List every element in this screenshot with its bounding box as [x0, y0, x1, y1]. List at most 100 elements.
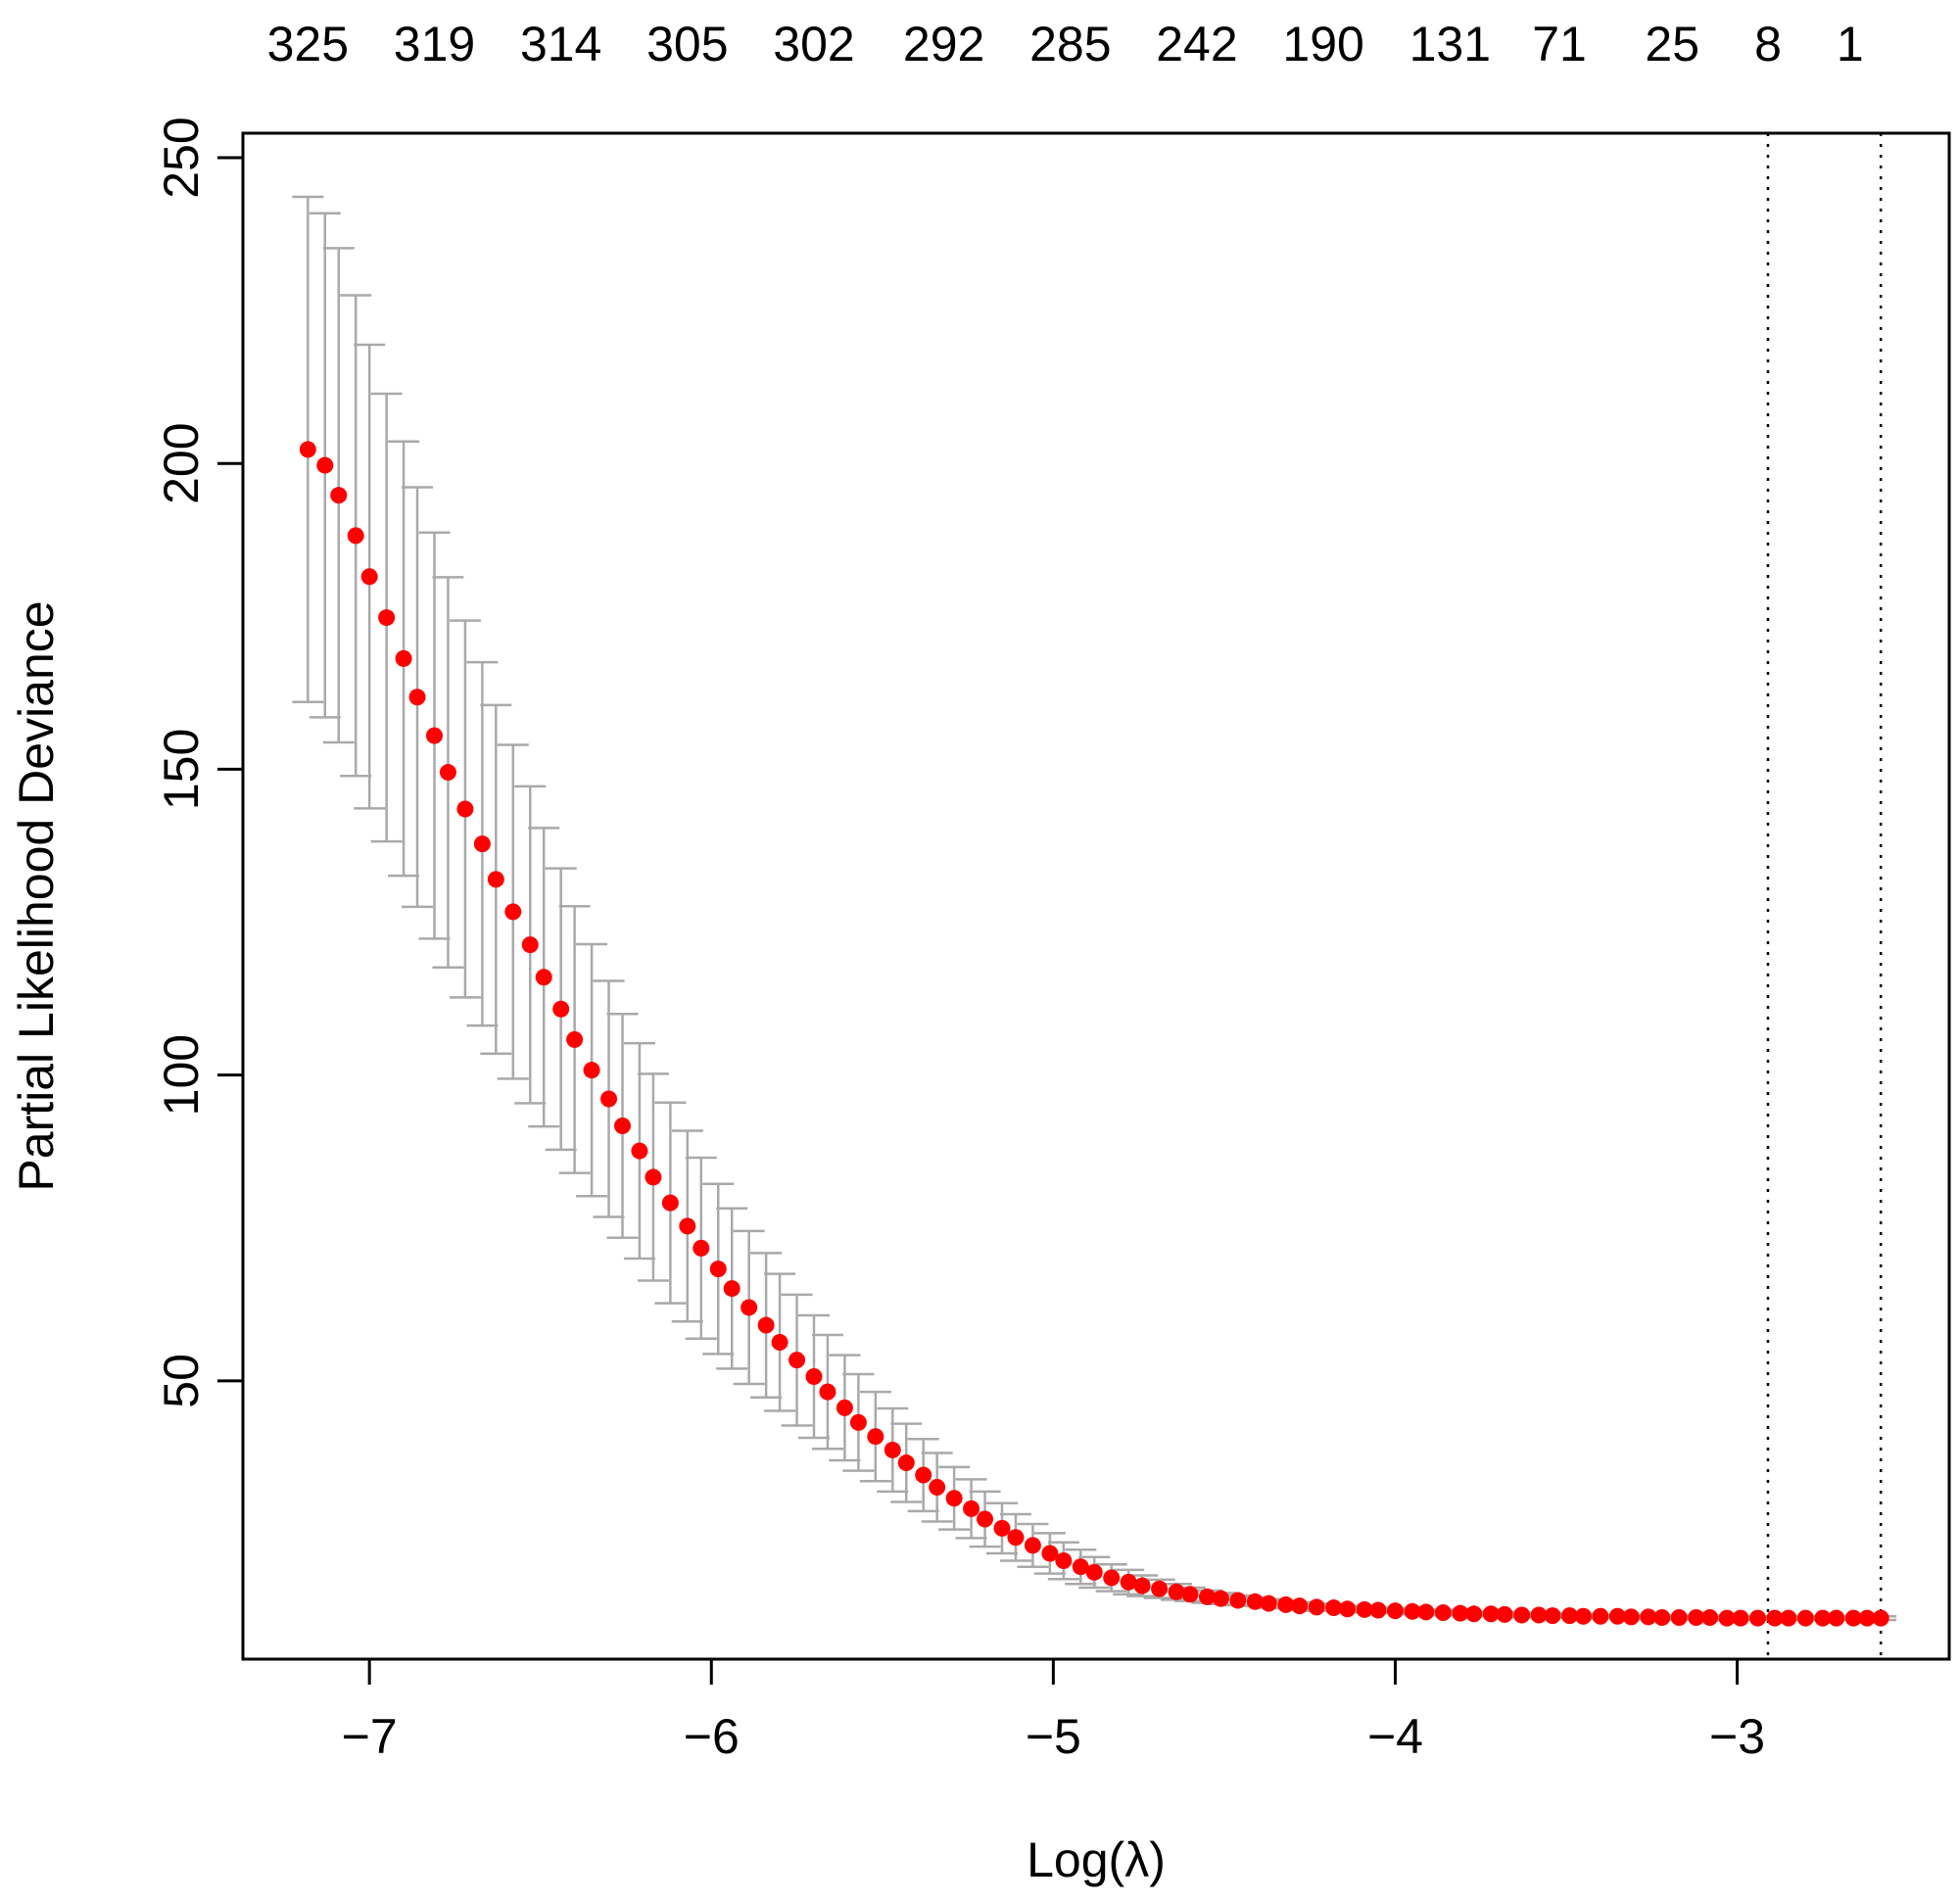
- data-point: [330, 487, 348, 504]
- data-point: [1168, 1583, 1185, 1600]
- data-point: [1308, 1598, 1325, 1616]
- data-point: [723, 1280, 741, 1298]
- data-point: [566, 1030, 584, 1048]
- y-axis: 50 100 150 200 250: [154, 117, 245, 1408]
- data-point: [1828, 1609, 1845, 1627]
- data-point: [963, 1499, 980, 1517]
- data-point: [884, 1441, 901, 1458]
- data-point: [408, 689, 426, 706]
- top-axis-label: 305: [646, 17, 728, 71]
- data-point: [819, 1383, 836, 1401]
- top-axis-label: 71: [1532, 17, 1587, 71]
- data-point: [1513, 1606, 1531, 1624]
- data-point: [1796, 1609, 1814, 1627]
- x-tick-label: −3: [1709, 1709, 1765, 1764]
- data-point: [867, 1428, 884, 1446]
- data-point: [1640, 1608, 1657, 1626]
- data-point: [1732, 1609, 1749, 1627]
- data-point: [1814, 1609, 1832, 1627]
- data-point: [1055, 1551, 1073, 1569]
- x-axis: −7 −6 −5 −4 −3: [342, 1657, 1765, 1764]
- plot-frame: [241, 131, 1951, 1661]
- data-point: [771, 1334, 788, 1352]
- data-point: [395, 649, 412, 667]
- data-point: [805, 1368, 823, 1386]
- data-point: [1133, 1577, 1151, 1595]
- data-point: [929, 1479, 946, 1497]
- x-tick-label: −4: [1367, 1709, 1423, 1764]
- data-point: [631, 1142, 648, 1160]
- top-axis-label: 8: [1754, 17, 1782, 71]
- data-point: [487, 871, 504, 888]
- data-point: [1544, 1607, 1561, 1625]
- top-axis-label: 1: [1837, 17, 1864, 71]
- data-point: [1229, 1592, 1247, 1609]
- top-axis-label: 292: [903, 17, 984, 71]
- data-point: [1212, 1590, 1229, 1607]
- data-point: [1103, 1569, 1121, 1587]
- data-point: [1181, 1586, 1199, 1603]
- data-point: [1858, 1609, 1876, 1627]
- data-point: [1701, 1609, 1719, 1627]
- top-axis-label: 131: [1410, 17, 1491, 71]
- top-axis-label: 242: [1156, 17, 1237, 71]
- data-point: [504, 903, 522, 921]
- y-tick-label: 50: [154, 1354, 209, 1408]
- data-point: [679, 1217, 696, 1235]
- data-point: [849, 1413, 867, 1431]
- y-tick-label: 250: [154, 117, 209, 198]
- data-point: [1496, 1605, 1513, 1623]
- data-point: [1670, 1609, 1688, 1627]
- error-bars: [292, 195, 1897, 1622]
- data-point: [1386, 1602, 1404, 1620]
- data-point: [1780, 1609, 1797, 1627]
- top-axis-label: 285: [1029, 17, 1111, 71]
- data-point: [1246, 1593, 1264, 1610]
- data-point: [1718, 1609, 1736, 1627]
- data-point: [299, 441, 316, 458]
- data-point: [945, 1490, 963, 1507]
- data-point: [1024, 1537, 1041, 1554]
- data-point: [360, 568, 378, 586]
- data-point: [1339, 1600, 1357, 1618]
- data-point: [1007, 1529, 1025, 1547]
- data-point: [977, 1510, 994, 1528]
- data-point: [378, 609, 396, 627]
- data-point: [600, 1090, 618, 1108]
- data-point: [473, 835, 491, 853]
- data-point: [1277, 1595, 1295, 1613]
- data-point: [521, 936, 539, 954]
- data-point: [1325, 1599, 1343, 1617]
- data-point: [1766, 1609, 1784, 1627]
- top-axis-label: 302: [773, 17, 854, 71]
- data-point: [1151, 1580, 1169, 1597]
- data-point: [993, 1519, 1011, 1537]
- data-points: [299, 441, 1889, 1627]
- data-point: [788, 1352, 806, 1369]
- data-point: [347, 527, 364, 545]
- data-point: [836, 1399, 853, 1416]
- data-point: [1561, 1607, 1579, 1625]
- vertical-reference-lines: [1766, 133, 1883, 1659]
- data-point: [425, 727, 443, 744]
- data-point: [1120, 1573, 1137, 1591]
- data-point: [1844, 1609, 1862, 1627]
- y-tick-label: 200: [154, 422, 209, 503]
- data-point: [1369, 1601, 1387, 1619]
- data-point: [1041, 1545, 1059, 1562]
- data-point: [316, 456, 334, 474]
- top-axis-label: 190: [1282, 17, 1363, 71]
- x-tick-label: −7: [342, 1709, 398, 1764]
- data-point: [1291, 1597, 1309, 1615]
- data-point: [897, 1454, 915, 1472]
- data-point: [1072, 1558, 1089, 1576]
- top-axis-label: 325: [267, 17, 349, 71]
- top-axis-label: 319: [394, 17, 475, 71]
- data-point: [661, 1194, 679, 1212]
- data-point: [1530, 1606, 1548, 1624]
- data-point: [1688, 1609, 1705, 1627]
- data-point: [439, 764, 456, 782]
- data-point: [1452, 1604, 1469, 1622]
